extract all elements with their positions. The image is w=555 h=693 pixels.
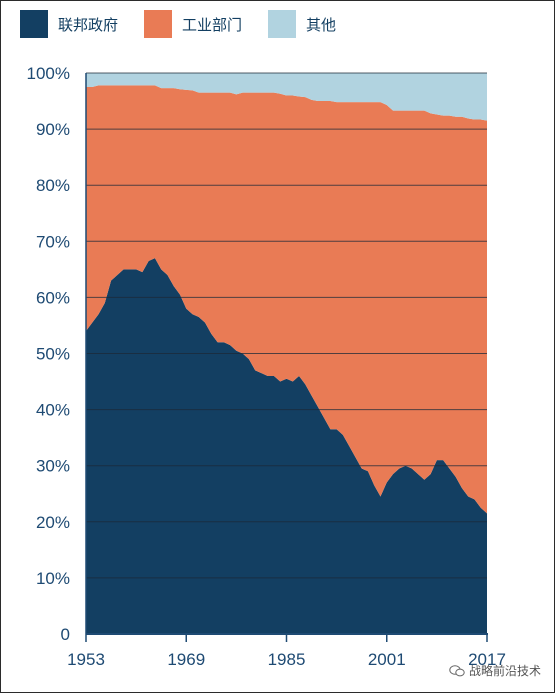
y-tick-label: 20% — [36, 513, 70, 532]
y-tick-label: 50% — [36, 345, 70, 364]
y-tick-label: 30% — [36, 457, 70, 476]
chart-legend: 联邦政府 工业部门 其他 — [20, 10, 362, 38]
legend-item-federal: 联邦政府 — [20, 10, 118, 38]
x-tick-label: 2017 — [468, 650, 506, 669]
gridlines — [86, 72, 487, 579]
legend-label-federal: 联邦政府 — [58, 15, 119, 34]
x-tick-label: 1985 — [268, 650, 306, 669]
legend-item-industry: 工业部门 — [144, 10, 242, 38]
series-areas — [86, 73, 487, 634]
legend-item-other: 其他 — [268, 10, 336, 38]
y-tick-label: 80% — [36, 176, 70, 195]
legend-swatch-industry — [144, 10, 173, 38]
legend-label-other: 其他 — [306, 15, 337, 34]
y-tick-label: 40% — [36, 401, 70, 420]
x-tick-label: 1969 — [167, 650, 205, 669]
y-tick-label: 70% — [36, 232, 70, 251]
watermark: 战略前沿技术 — [449, 662, 541, 679]
x-tick-label: 1953 — [67, 650, 105, 669]
y-tick-label: 60% — [36, 288, 70, 307]
legend-swatch-other — [268, 10, 297, 38]
area-series-3 — [86, 73, 487, 121]
y-tick-label: 90% — [36, 120, 70, 139]
y-tick-label: 100% — [27, 64, 70, 83]
x-tick-label: 2001 — [368, 650, 406, 669]
wechat-icon — [449, 664, 465, 676]
y-tick-label: 10% — [36, 569, 70, 588]
x-tick-labels: 1953 1969 1985 2001 2017 — [67, 634, 506, 669]
watermark-text: 战略前沿技术 — [468, 664, 541, 678]
legend-swatch-federal — [20, 10, 48, 38]
y-tick-labels: 0 10% 20% 30% 40% 50% 60% 70% 80% 90% 100% — [27, 64, 70, 644]
legend-label-industry: 工业部门 — [182, 15, 243, 34]
area-series-1 — [86, 258, 487, 634]
area-series-2 — [86, 85, 487, 514]
y-tick-label: 0 — [61, 625, 70, 644]
